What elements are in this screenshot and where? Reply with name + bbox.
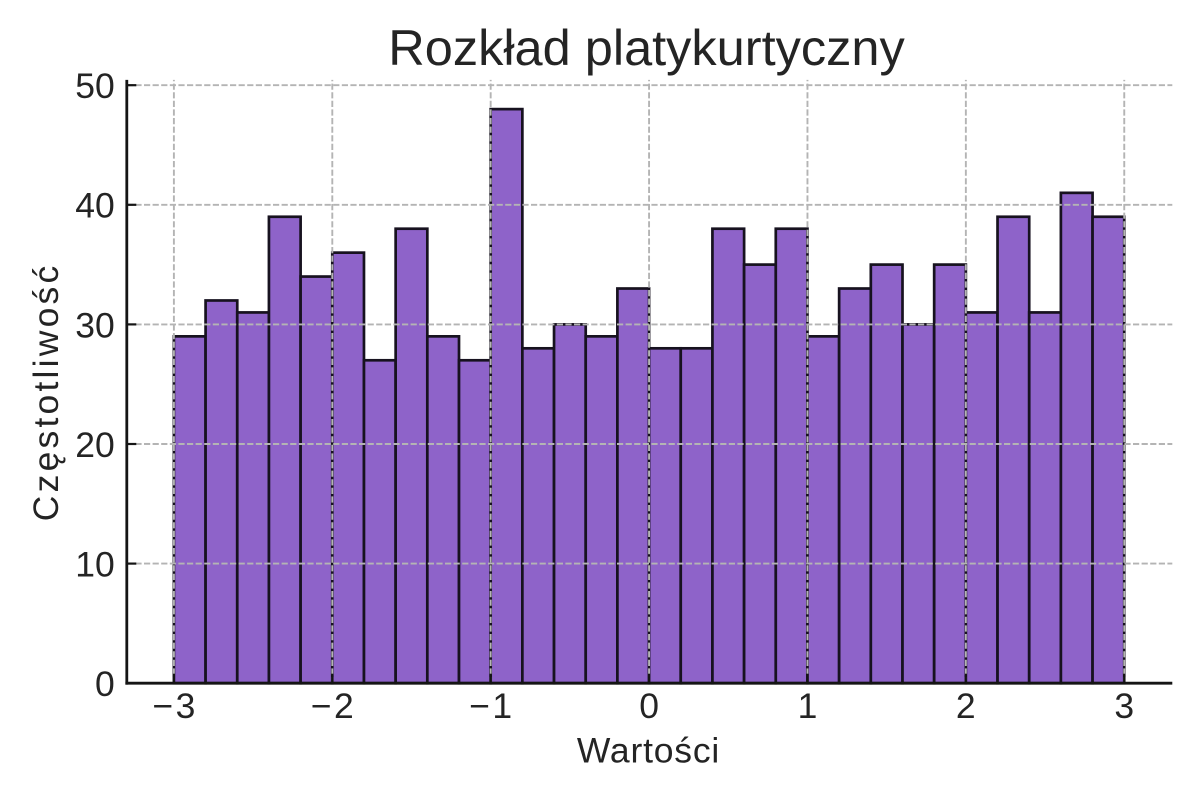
- svg-text:Częstotliwość: Częstotliwość: [26, 263, 66, 522]
- svg-text:−1: −1: [469, 686, 514, 726]
- svg-text:3: 3: [1114, 686, 1134, 726]
- svg-text:Rozkład platykurtyczny: Rozkład platykurtyczny: [388, 19, 905, 76]
- svg-text:0: 0: [95, 664, 115, 704]
- svg-text:20: 20: [75, 425, 115, 465]
- svg-text:2: 2: [956, 686, 976, 726]
- svg-text:−2: −2: [311, 686, 356, 726]
- svg-text:Wartości: Wartości: [577, 731, 720, 771]
- svg-text:30: 30: [75, 305, 115, 345]
- svg-text:10: 10: [75, 545, 115, 585]
- svg-text:0: 0: [639, 686, 659, 726]
- svg-text:1: 1: [798, 686, 818, 726]
- svg-text:−3: −3: [152, 686, 197, 726]
- svg-text:40: 40: [75, 186, 115, 226]
- svg-text:50: 50: [75, 66, 115, 106]
